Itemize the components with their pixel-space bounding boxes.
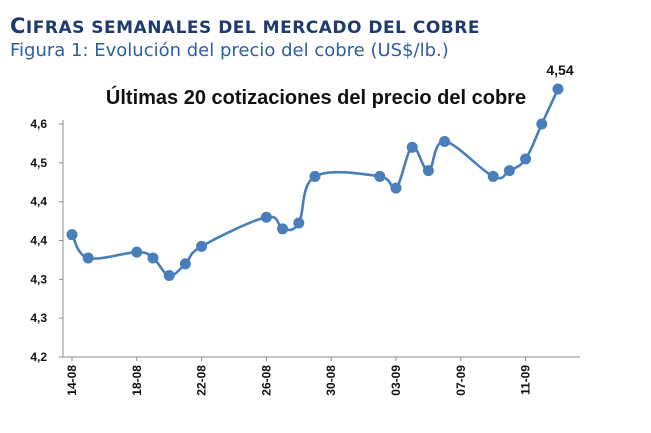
y-tick-label: 4,6 xyxy=(30,117,47,131)
data-point xyxy=(439,135,451,147)
x-tick-label: 18-08 xyxy=(130,365,144,396)
y-tick-label: 4,2 xyxy=(30,350,47,364)
data-point xyxy=(66,229,78,241)
x-tick-label: 11-09 xyxy=(519,365,533,395)
data-point xyxy=(422,165,434,177)
y-tick-label: 4,3 xyxy=(30,272,47,286)
data-point xyxy=(536,118,548,130)
last-value-label: 4,54 xyxy=(546,62,573,78)
data-point xyxy=(406,141,418,153)
data-point xyxy=(552,83,564,95)
data-point xyxy=(309,170,321,182)
report-heading-initial: C xyxy=(10,14,26,38)
data-point xyxy=(196,240,208,252)
y-tick-label: 4,4 xyxy=(30,195,47,209)
data-point xyxy=(293,217,305,229)
y-tick-label: 4,5 xyxy=(30,156,47,170)
data-point xyxy=(277,223,289,235)
y-tick-label: 4,3 xyxy=(30,311,47,325)
figure-caption: Figura 1: Evolución del precio del cobre… xyxy=(10,40,449,61)
x-tick-label: 14-08 xyxy=(65,365,79,396)
data-point xyxy=(503,165,515,177)
report-heading: CIFRAS SEMANALES DEL MERCADO DEL COBRE xyxy=(10,14,480,38)
x-tick-label: 22-08 xyxy=(195,365,209,396)
data-point xyxy=(147,252,159,264)
data-point xyxy=(131,246,143,258)
data-point xyxy=(374,170,386,182)
x-tick-label: 07-09 xyxy=(454,365,468,396)
data-point xyxy=(82,252,94,264)
data-point xyxy=(390,182,402,194)
chart-title: Últimas 20 cotizaciones del precio del c… xyxy=(106,85,526,109)
x-tick-label: 03-09 xyxy=(389,365,403,396)
data-point xyxy=(487,170,499,182)
data-point xyxy=(260,211,272,223)
data-point xyxy=(520,153,532,165)
data-point xyxy=(179,258,191,270)
x-tick-label: 30-08 xyxy=(324,365,338,396)
x-tick-label: 26-08 xyxy=(259,365,273,396)
report-heading-rest: IFRAS SEMANALES DEL MERCADO DEL COBRE xyxy=(25,18,480,38)
series-line xyxy=(70,88,560,277)
data-point xyxy=(163,269,175,281)
y-tick-label: 4,4 xyxy=(30,234,47,248)
